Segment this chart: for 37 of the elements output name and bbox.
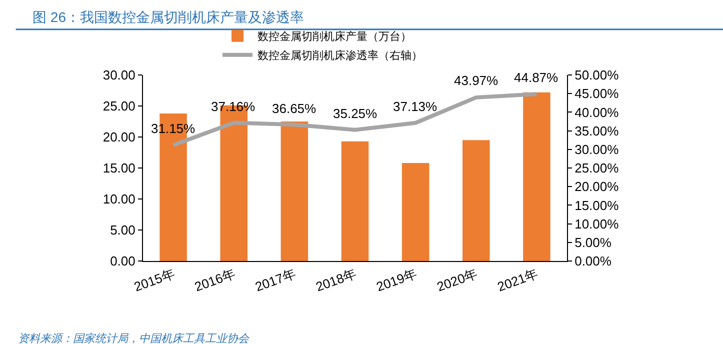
data-label: 37.13% [393, 99, 438, 114]
data-label: 36.65% [272, 101, 317, 116]
y2-tick-label: 30.00% [574, 142, 620, 157]
data-label: 44.87% [514, 70, 559, 85]
y2-tick-label: 25.00% [574, 160, 620, 176]
bar [341, 141, 369, 261]
bar [523, 92, 550, 261]
text: 资料来源：国家统计局，中国机床工具工业协会 [18, 332, 250, 344]
y2-tick-label: 0.00% [574, 254, 612, 269]
y2-tick-label: 5.00% [574, 234, 612, 250]
data-label: 43.97% [454, 73, 499, 88]
chart-title: 图 26：我国数控金属切削机床产量及渗透率 [32, 8, 304, 25]
y2-tick-label: 50.00% [574, 68, 620, 83]
x-tick-label: 2019年 [374, 266, 419, 294]
data-label: 35.25% [333, 106, 378, 121]
legend-label: 数控金属切削机床产量（万台） [258, 30, 412, 44]
y2-tick-label: 40.00% [574, 104, 620, 120]
y2-tick-label: 45.00% [574, 86, 620, 102]
y-tick-label: 15.00 [102, 160, 136, 176]
y-tick-label: 10.00 [102, 192, 136, 207]
y-tick-label: 5.00 [110, 222, 136, 238]
x-tick-label: 2016年 [192, 266, 238, 294]
legend-label: 数控金属切削机床渗透率（右轴） [258, 49, 422, 62]
y2-tick-label: 15.00% [574, 198, 620, 213]
bar [402, 163, 430, 261]
x-tick-label: 2021年 [495, 266, 540, 294]
x-tick-label: 2017年 [253, 266, 298, 294]
y2-tick-label: 20.00% [574, 179, 620, 194]
x-tick-label: 2020年 [434, 266, 480, 294]
bar [280, 122, 308, 261]
x-tick-label: 2018年 [314, 266, 358, 294]
y-tick-label: 25.00 [102, 98, 136, 114]
y2-tick-label: 10.00% [574, 216, 620, 232]
y-tick-label: 20.00 [102, 130, 136, 145]
bar [462, 140, 490, 261]
y2-tick-label: 35.00% [574, 123, 620, 138]
y-tick-label: 30.00 [102, 68, 136, 83]
